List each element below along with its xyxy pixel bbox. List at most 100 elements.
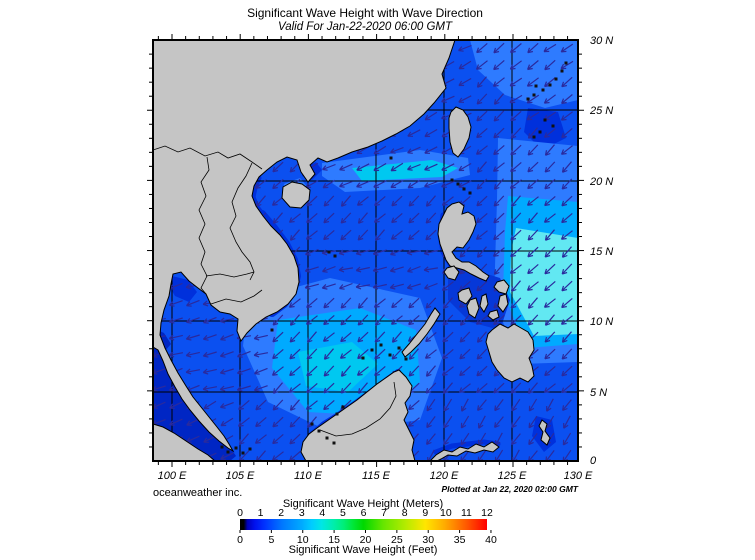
small-island (554, 77, 558, 81)
legend-feet-ticks: 0 5 10 15 20 25 30 35 40 (237, 530, 497, 546)
legend-meters-tick: 11 (461, 507, 472, 519)
lon-tick-label: 100 E (158, 470, 187, 482)
small-island (534, 84, 538, 88)
small-island (317, 429, 321, 433)
legend-feet-tick: 25 (391, 534, 403, 546)
land-hainan (281, 181, 311, 209)
legend-meters-tick: 9 (422, 507, 428, 519)
land-sumatra (153, 423, 216, 461)
legend-meters-tick: 0 (237, 507, 243, 519)
coastal-wave-band (433, 439, 501, 455)
small-island (456, 182, 460, 186)
land-panay (457, 287, 473, 305)
credit-oceanweather: oceanweather inc. (153, 487, 242, 499)
legend-meters-tick: 2 (278, 507, 284, 519)
lon-tick-label: 115 E (362, 470, 391, 482)
country-border (205, 271, 255, 278)
land-mindoro (443, 265, 460, 281)
small-island (564, 61, 568, 65)
legend-feet-tick: 40 (485, 534, 497, 546)
small-island (226, 450, 230, 454)
lat-tick-label: 15 N (590, 246, 613, 258)
lon-tick-label: 130 E (564, 470, 593, 482)
legend-feet-label: Significant Wave Height (Feet) (289, 544, 438, 556)
legend-meters-tick: 5 (340, 507, 346, 519)
small-island (532, 93, 536, 97)
land-sulawesi (429, 441, 500, 461)
map-title: Significant Wave Height with Wave Direct… (247, 6, 483, 20)
legend-feet-tick: 10 (297, 534, 309, 546)
small-island (333, 254, 337, 258)
lat-tick-label: 5 N (590, 387, 607, 399)
lat-tick-label: 20 N (589, 176, 613, 188)
legend-meters-ticks: 0 1 2 3 4 5 6 7 8 9 10 11 12 (237, 507, 493, 519)
wave-height-band (298, 342, 378, 392)
wave-height-band (470, 40, 578, 108)
country-border (198, 156, 210, 295)
country-border (319, 381, 397, 437)
small-island (248, 447, 252, 451)
small-island (361, 356, 365, 360)
wave-height-band (169, 276, 197, 302)
country-border (210, 289, 263, 305)
small-island (220, 445, 224, 449)
small-island (310, 422, 314, 426)
legend-feet-tick: 0 (237, 534, 243, 546)
small-island (370, 348, 374, 352)
lon-tick-label: 105 E (226, 470, 255, 482)
land-halmahera (538, 419, 551, 446)
lon-tick-label: 120 E (430, 470, 459, 482)
small-island (560, 69, 564, 73)
legend-meters-tick: 4 (319, 507, 325, 519)
small-island (404, 357, 408, 361)
land-cebu (479, 293, 489, 313)
legend-meters-tick: 6 (361, 507, 367, 519)
small-island (397, 346, 401, 350)
legend-feet-tick: 30 (422, 534, 434, 546)
small-island (379, 343, 383, 347)
country-border (229, 162, 255, 281)
small-island (462, 187, 466, 191)
small-island (241, 451, 245, 455)
small-island (335, 412, 339, 416)
country-border (153, 145, 263, 170)
legend-meters-tick: 12 (481, 507, 493, 519)
axis-labels: 100 E 105 E 110 E 115 E 120 E 125 E 130 E 30 N 2… (158, 35, 614, 482)
lat-tick-label: 25 N (589, 105, 613, 117)
small-island (270, 328, 274, 332)
legend-meters-tick: 7 (381, 507, 387, 519)
small-island (551, 124, 555, 128)
wave-height-band (524, 108, 566, 150)
legend-meters-tick: 3 (299, 507, 305, 519)
land-palawan (401, 307, 441, 358)
plotted-at-note: Plotted at Jan 22, 2020 02:00 GMT (441, 484, 578, 494)
small-island (341, 405, 345, 409)
lat-tick-label: 10 N (590, 316, 613, 328)
small-island (548, 83, 552, 87)
small-island (327, 250, 331, 254)
land-borneo (300, 369, 416, 461)
map-frame (147, 34, 584, 467)
legend-meters-tick: 8 (402, 507, 408, 519)
small-island (388, 353, 392, 357)
land-negros (466, 297, 480, 319)
small-island (332, 441, 336, 445)
land-leyte (497, 293, 509, 313)
color-scale-bar (240, 519, 487, 530)
wave-height-band (153, 346, 236, 461)
legend-feet-tick: 5 (268, 534, 274, 546)
small-island (526, 97, 530, 101)
land-mindanao (485, 323, 535, 383)
legend-feet-tick: 35 (454, 534, 466, 546)
land-masses (153, 40, 568, 461)
small-island (538, 130, 542, 134)
lon-tick-label: 125 E (498, 470, 527, 482)
legend-meters-tick: 1 (258, 507, 264, 519)
small-island (541, 88, 545, 92)
legend-meters-label: Significant Wave Height (Meters) (283, 498, 443, 510)
lat-tick-label: 30 N (590, 35, 613, 47)
small-island (532, 135, 536, 139)
legend-feet-tick: 15 (328, 534, 340, 546)
